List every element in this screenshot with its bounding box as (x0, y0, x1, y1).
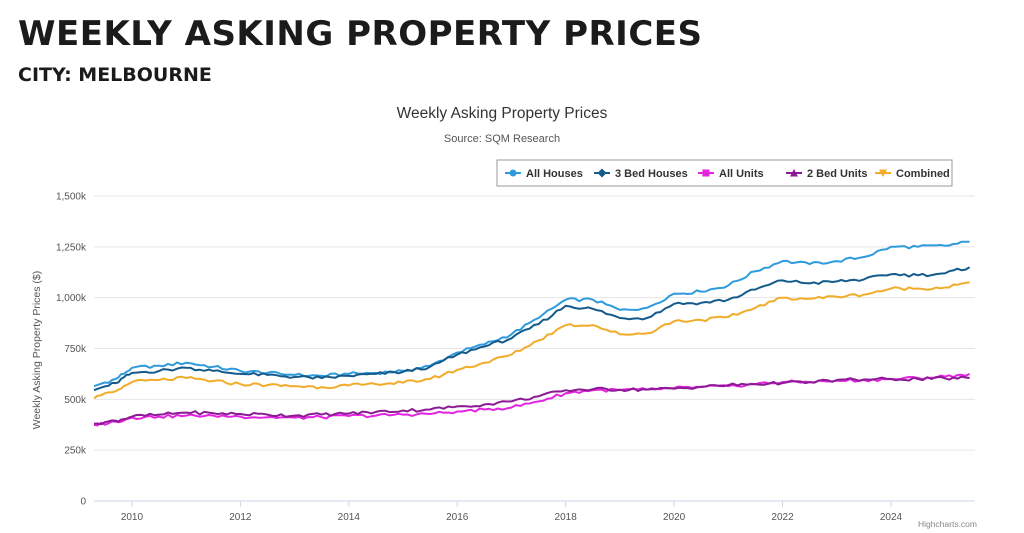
legend-label: 3 Bed Houses (615, 168, 688, 180)
x-tick-label: 2014 (338, 512, 361, 523)
y-tick-label: 750k (64, 344, 87, 355)
legend-marker (597, 168, 607, 178)
y-axis-label: Weekly Asking Property Prices ($) (31, 271, 43, 430)
legend-marker (790, 169, 798, 177)
legend-label: All Houses (526, 168, 583, 180)
y-tick-label: 500k (64, 395, 87, 406)
legend-item-2-bed-units[interactable]: 2 Bed Units (786, 168, 868, 180)
x-tick-label: 2010 (121, 512, 144, 523)
page-subtitle: CITY: MELBOURNE (18, 64, 212, 86)
property-price-chart: Weekly Asking Property Prices Source: SQ… (31, 105, 977, 529)
legend-label: 2 Bed Units (807, 168, 868, 180)
y-tick-label: 0 (80, 497, 86, 508)
x-tick-label: 2018 (555, 512, 578, 523)
page-title: WEEKLY ASKING PROPERTY PRICES (18, 14, 703, 54)
y-tick-label: 1,000k (56, 293, 87, 304)
legend-marker (879, 169, 887, 177)
legend-label: Combined (896, 168, 950, 180)
x-tick-label: 2012 (229, 512, 252, 523)
series-line-all-houses[interactable] (93, 240, 970, 388)
chart-subtitle: Source: SQM Research (444, 133, 560, 145)
axes: 0 250k 500k 750k 1,000k 1,250k 1,500k 2010 2012 2… (56, 192, 903, 524)
series-line-all-units[interactable] (93, 372, 971, 427)
y-tick-label: 250k (64, 446, 87, 457)
chart-credit[interactable]: Highcharts.com (918, 519, 977, 529)
series-line-2-bed-units[interactable] (93, 375, 970, 426)
series-line-combined[interactable] (93, 281, 970, 400)
legend: All Houses 3 Bed Houses All Units 2 Bed Uni… (496, 159, 953, 187)
legend-marker (509, 169, 517, 177)
y-tick-label: 1,250k (56, 242, 87, 253)
grid-lines (94, 195, 975, 502)
chart-title: Weekly Asking Property Prices (397, 105, 608, 122)
x-tick-label: 2022 (771, 512, 794, 523)
legend-item-combined[interactable]: Combined (875, 168, 950, 180)
y-tick-label: 1,500k (56, 192, 87, 203)
x-tick-label: 2020 (663, 512, 686, 523)
x-tick-label: 2024 (880, 512, 903, 523)
legend-item-3-bed-houses[interactable]: 3 Bed Houses (594, 168, 688, 180)
x-tick-label: 2016 (446, 512, 469, 523)
legend-item-all-units[interactable]: All Units (698, 168, 764, 180)
series-line-3-bed-houses[interactable] (93, 266, 971, 392)
legend-label: All Units (719, 168, 764, 180)
series-lines (93, 240, 971, 427)
legend-marker (702, 169, 710, 177)
legend-item-all-houses[interactable]: All Houses (505, 168, 583, 180)
